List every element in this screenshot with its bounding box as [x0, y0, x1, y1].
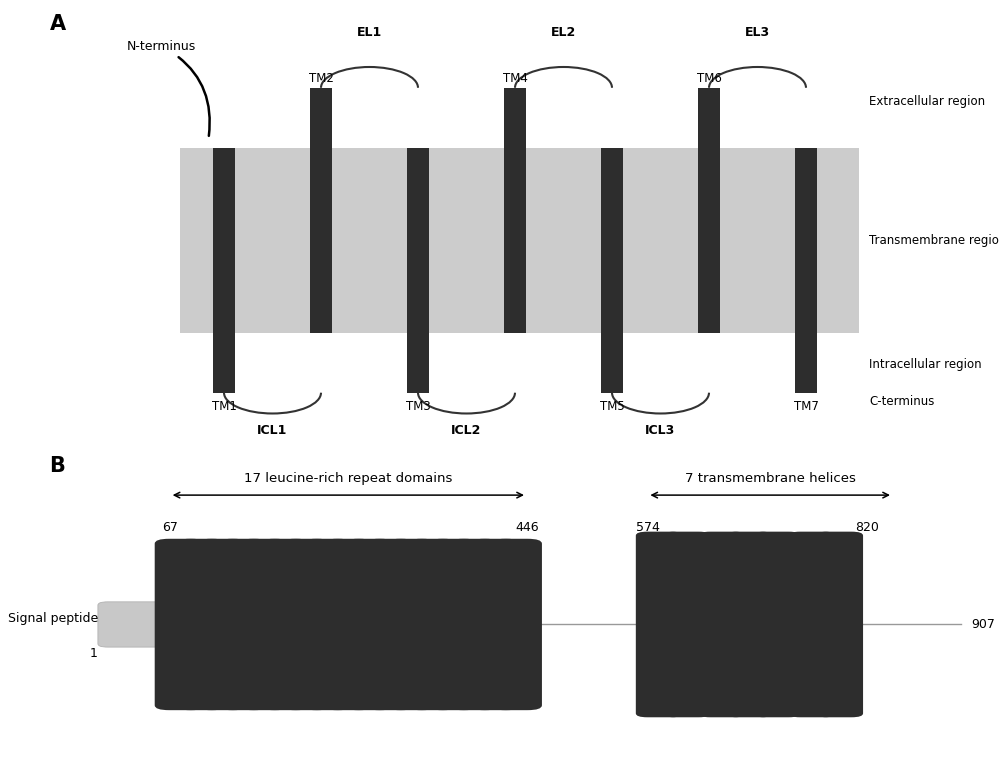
Text: 7 transmembrane helices: 7 transmembrane helices [685, 473, 856, 485]
FancyBboxPatch shape [504, 88, 526, 333]
Text: TM3: TM3 [406, 400, 430, 413]
FancyBboxPatch shape [407, 148, 429, 393]
Text: A: A [49, 14, 66, 34]
FancyBboxPatch shape [218, 539, 269, 710]
FancyBboxPatch shape [795, 148, 817, 393]
FancyBboxPatch shape [491, 539, 542, 710]
Text: ICL2: ICL2 [451, 424, 482, 437]
FancyBboxPatch shape [753, 531, 800, 718]
Text: TM1: TM1 [212, 400, 236, 413]
Text: Transmembrane region: Transmembrane region [869, 234, 1000, 246]
FancyBboxPatch shape [407, 539, 458, 710]
FancyBboxPatch shape [344, 539, 395, 710]
FancyBboxPatch shape [176, 539, 227, 710]
Text: TM4: TM4 [503, 72, 527, 85]
FancyBboxPatch shape [816, 531, 863, 718]
FancyBboxPatch shape [365, 539, 416, 710]
FancyBboxPatch shape [449, 539, 500, 710]
FancyBboxPatch shape [726, 531, 773, 718]
FancyBboxPatch shape [155, 539, 206, 710]
Text: B: B [49, 457, 65, 477]
Text: Signal peptide: Signal peptide [8, 611, 98, 624]
FancyBboxPatch shape [260, 539, 311, 710]
FancyBboxPatch shape [789, 531, 836, 718]
Text: 17 leucine-rich repeat domains: 17 leucine-rich repeat domains [244, 473, 453, 485]
Text: TM2: TM2 [309, 72, 333, 85]
Text: 907: 907 [971, 618, 995, 631]
Text: 820: 820 [855, 521, 879, 534]
FancyBboxPatch shape [302, 539, 353, 710]
FancyBboxPatch shape [663, 531, 710, 718]
Text: 1: 1 [90, 647, 98, 660]
FancyBboxPatch shape [239, 539, 290, 710]
Text: TM6: TM6 [697, 72, 721, 85]
Text: TM5: TM5 [600, 400, 624, 413]
FancyBboxPatch shape [698, 88, 720, 333]
Text: N-terminus: N-terminus [127, 40, 210, 136]
Text: ICL1: ICL1 [257, 424, 288, 437]
FancyBboxPatch shape [636, 531, 683, 718]
FancyBboxPatch shape [323, 539, 374, 710]
FancyBboxPatch shape [470, 539, 521, 710]
Text: EL2: EL2 [551, 26, 576, 39]
FancyBboxPatch shape [699, 531, 746, 718]
Text: 446: 446 [515, 521, 539, 534]
Text: C-terminus: C-terminus [869, 396, 934, 408]
FancyBboxPatch shape [98, 602, 179, 647]
Text: Intracellular region: Intracellular region [869, 359, 982, 371]
FancyBboxPatch shape [197, 539, 248, 710]
Text: Extracellular region: Extracellular region [869, 95, 985, 108]
FancyBboxPatch shape [386, 539, 437, 710]
Text: 67: 67 [162, 521, 178, 534]
Text: EL1: EL1 [357, 26, 382, 39]
Text: TM7: TM7 [794, 400, 818, 413]
FancyBboxPatch shape [428, 539, 479, 710]
Text: ICL3: ICL3 [645, 424, 676, 437]
FancyBboxPatch shape [213, 148, 235, 393]
FancyBboxPatch shape [310, 88, 332, 333]
FancyBboxPatch shape [601, 148, 623, 393]
Text: 574: 574 [636, 521, 659, 534]
FancyBboxPatch shape [281, 539, 332, 710]
Text: EL3: EL3 [745, 26, 770, 39]
FancyBboxPatch shape [180, 148, 859, 333]
